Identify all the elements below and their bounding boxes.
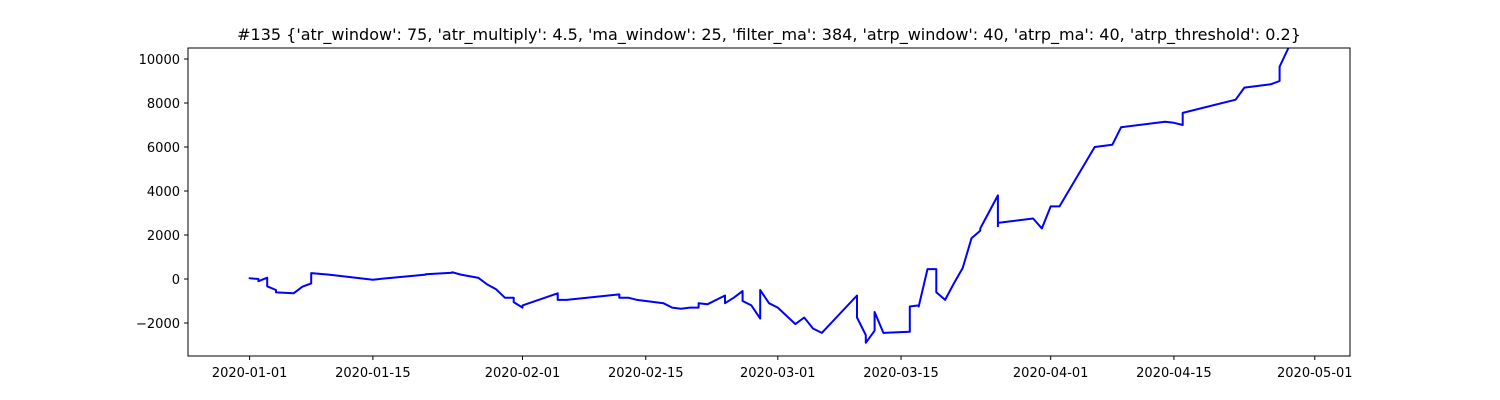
y-axis: −2000 0 2000 4000 6000 8000 10000 [136,53,188,332]
x-tick-label: 2020-03-01 [740,366,816,381]
y-tick-label: 6000 [147,141,180,156]
series-line-0 [248,47,1290,344]
y-tick-label: −2000 [136,317,180,332]
x-tick-label: 2020-04-15 [1136,366,1212,381]
x-tick-label: 2020-04-01 [1013,366,1089,381]
x-tick-label: 2020-05-01 [1277,366,1353,381]
y-tick-label: 8000 [147,97,180,112]
x-axis: 2020-01-01 2020-01-15 2020-02-01 2020-02-15… [212,356,1353,381]
x-tick-label: 2020-01-15 [335,366,411,381]
y-tick-label: 4000 [147,185,180,200]
x-tick-label: 2020-01-01 [212,366,288,381]
x-tick-label: 2020-03-15 [863,366,939,381]
y-tick-label: 10000 [139,53,180,68]
y-tick-label: 2000 [147,229,180,244]
plot-frame [187,47,1351,357]
y-tick-label: 0 [172,273,180,288]
x-tick-label: 2020-02-01 [485,366,561,381]
plot-area [248,47,1290,344]
x-tick-label: 2020-02-15 [608,366,684,381]
chart-title: #135 {'atr_window': 75, 'atr_multiply': … [237,25,1301,45]
